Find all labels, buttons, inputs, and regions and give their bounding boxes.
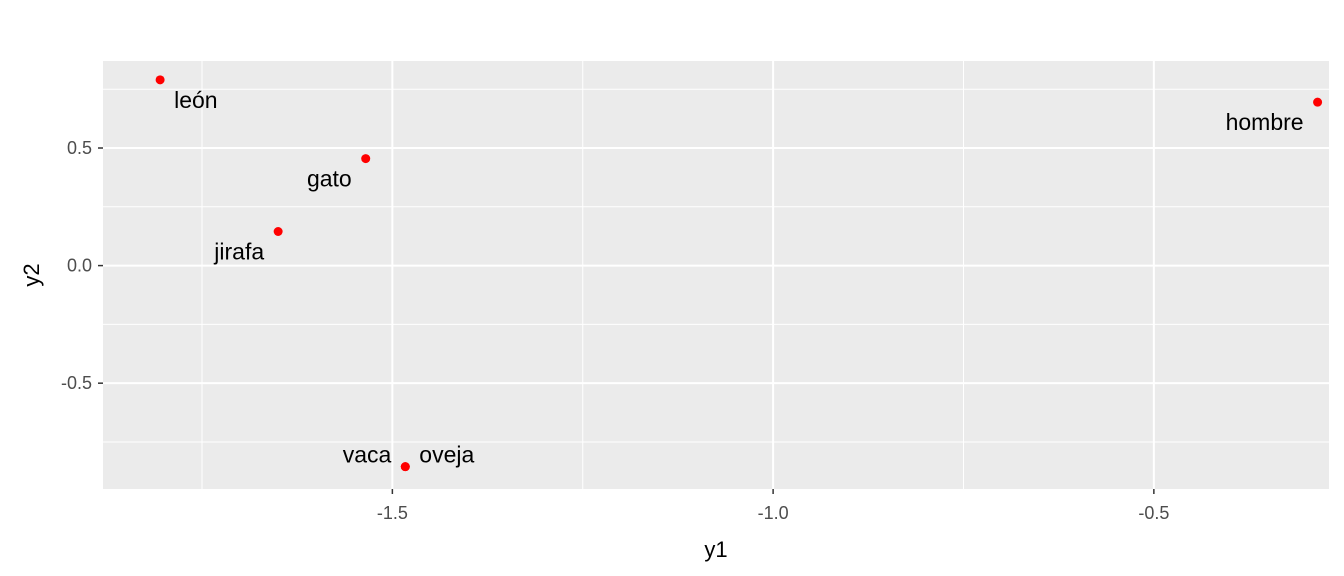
data-point <box>273 226 283 236</box>
x-tick-label: -1.5 <box>377 503 408 523</box>
plot-panel <box>103 61 1329 489</box>
data-points <box>155 75 1323 472</box>
data-point <box>1313 97 1323 107</box>
point-label: vaca <box>343 442 392 468</box>
x-tick-label: -0.5 <box>1138 503 1169 523</box>
minor-gridlines <box>103 61 1329 489</box>
point-label: hombre <box>1226 109 1304 135</box>
y-tick-label: 0.0 <box>67 256 92 276</box>
major-gridlines <box>103 61 1329 489</box>
point-label: oveja <box>419 442 474 468</box>
data-point <box>155 75 165 85</box>
y-axis-title: y2 <box>19 263 44 286</box>
data-point <box>400 462 410 472</box>
x-axis-title: y1 <box>704 537 727 562</box>
x-axis-ticks: -1.5 -1.0 -0.5 <box>377 489 1169 523</box>
y-tick-label: -0.5 <box>61 373 92 393</box>
point-label: jirafa <box>213 238 264 264</box>
y-tick-label: 0.5 <box>67 138 92 158</box>
y-axis-ticks: -0.5 0.0 0.5 <box>61 138 103 393</box>
data-point <box>361 154 371 164</box>
x-tick-label: -1.0 <box>758 503 789 523</box>
point-label: gato <box>307 166 352 192</box>
point-labels: león gato jirafa vaca oveja hombre <box>174 87 1303 468</box>
point-label: león <box>174 87 217 113</box>
